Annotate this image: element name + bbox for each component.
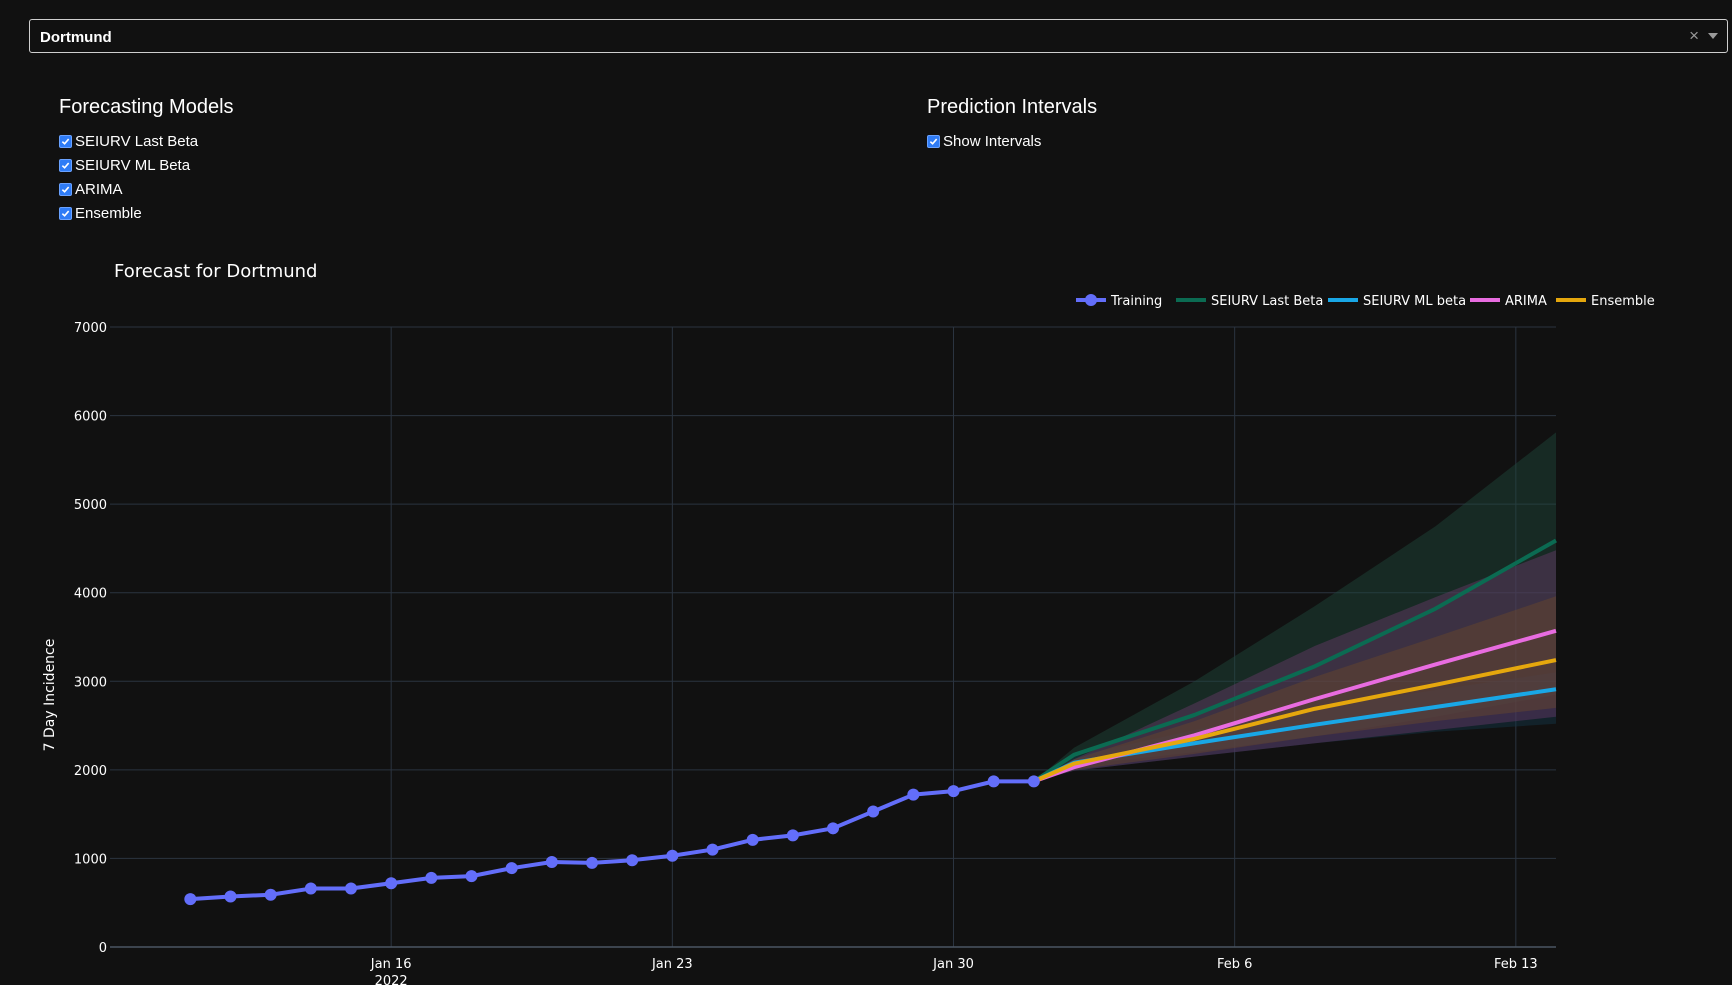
intervals-heading: Prediction Intervals: [927, 96, 1098, 118]
legend-label: SEIURV ML beta: [1363, 294, 1466, 309]
city-dropdown[interactable]: Dortmund ×: [29, 19, 1728, 53]
chart-axes: 0 1000 2000 3000 4000 5000 6000 7000 Jan 16 2022 J…: [74, 321, 1556, 985]
training-point: [586, 856, 598, 869]
training-point: [626, 854, 639, 867]
legend-label: SEIURV Last Beta: [1211, 294, 1323, 309]
training-point: [304, 882, 317, 895]
y-tick-label: 4000: [74, 587, 107, 602]
interval-band: [1033, 432, 1556, 782]
y-tick-label: 1000: [74, 852, 107, 867]
checkbox-icon[interactable]: [59, 134, 72, 148]
model-option-label: ARIMA: [75, 180, 123, 198]
training-point: [987, 775, 1000, 788]
model-option-arima[interactable]: ARIMA: [59, 177, 234, 201]
interval-band: [1033, 596, 1556, 782]
x-tick-label: Feb 13: [1494, 957, 1538, 972]
y-tick-label: 5000: [74, 498, 107, 513]
training-line: [190, 779, 1034, 902]
x-tick-sublabel: 2022: [375, 974, 408, 985]
training-point: [545, 855, 558, 868]
model-option-label: SEIURV ML Beta: [75, 156, 191, 174]
series-lines: [190, 538, 1557, 902]
forecast-line: [1033, 628, 1557, 784]
show-intervals-label: Show Intervals: [943, 132, 1042, 150]
forecast-line: [1032, 538, 1557, 784]
model-option-ensemble[interactable]: Ensemble: [59, 201, 234, 225]
y-tick-label: 3000: [74, 675, 107, 690]
training-point: [947, 785, 960, 798]
training-point: [425, 871, 438, 884]
training-markers: [184, 775, 1040, 906]
chart-legend[interactable]: Training SEIURV Last Beta SEIURV ML beta AR…: [1076, 294, 1655, 309]
chart-grid: [110, 326, 1556, 947]
models-heading: Forecasting Models: [59, 96, 234, 118]
training-point: [746, 833, 759, 846]
model-option-seiurv-ml-beta[interactable]: SEIURV ML Beta: [59, 153, 234, 177]
legend-label: Ensemble: [1591, 294, 1655, 309]
training-point: [224, 890, 237, 903]
clear-icon[interactable]: ×: [1689, 26, 1699, 45]
forecasting-models-panel: Forecasting Models SEIURV Last Beta SEIU…: [59, 96, 234, 225]
checkbox-icon[interactable]: [59, 206, 72, 220]
y-tick-label: 2000: [74, 764, 107, 779]
dropdown-selected-value: Dortmund: [40, 29, 112, 46]
training-point: [907, 788, 920, 801]
chevron-down-icon[interactable]: [1708, 33, 1718, 39]
legend-marker: [1085, 294, 1097, 306]
model-option-label: Ensemble: [75, 204, 142, 222]
training-point: [706, 843, 719, 856]
legend-label: ARIMA: [1505, 294, 1547, 309]
training-point: [867, 805, 880, 818]
chart-title: Forecast for Dortmund: [114, 261, 317, 282]
training-point: [666, 849, 679, 862]
show-intervals-option[interactable]: Show Intervals: [927, 129, 1097, 153]
training-point: [827, 822, 839, 835]
legend-label: Training: [1110, 294, 1162, 309]
x-tick-label: Jan 16: [370, 957, 412, 972]
model-option-label: SEIURV Last Beta: [75, 132, 199, 150]
x-tick-label: Feb 6: [1217, 957, 1252, 972]
y-axis-title: 7 Day Incidence: [42, 639, 58, 752]
forecast-chart[interactable]: Forecast for Dortmund 0 1000 2000 3000 4000 5…: [0, 250, 1732, 985]
training-point: [264, 888, 277, 901]
model-option-seiurv-last-beta[interactable]: SEIURV Last Beta: [59, 129, 234, 153]
training-point: [505, 862, 518, 875]
training-point: [184, 893, 197, 906]
training-point: [465, 870, 478, 883]
y-tick-label: 0: [99, 941, 107, 956]
training-point: [786, 829, 799, 842]
training-point: [385, 877, 398, 890]
checkbox-icon[interactable]: [59, 158, 72, 172]
checkbox-icon[interactable]: [927, 134, 940, 148]
checkbox-icon[interactable]: [59, 182, 72, 196]
x-tick-label: Jan 23: [651, 957, 693, 972]
y-tick-label: 6000: [74, 410, 107, 425]
y-tick-label: 7000: [74, 321, 107, 336]
training-point: [1027, 775, 1040, 788]
training-point: [345, 882, 357, 895]
forecast-line: [1033, 658, 1557, 784]
x-tick-label: Jan 30: [932, 957, 974, 972]
prediction-intervals-panel: Prediction Intervals Show Intervals: [927, 96, 1097, 153]
